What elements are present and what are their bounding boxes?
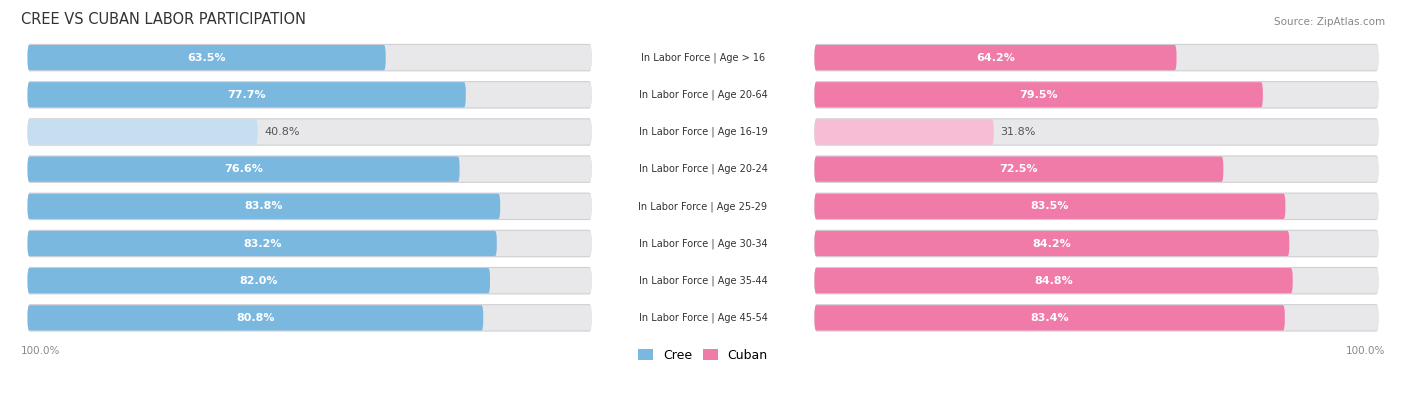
FancyBboxPatch shape [28, 267, 592, 294]
Text: In Labor Force | Age 20-64: In Labor Force | Age 20-64 [638, 90, 768, 100]
FancyBboxPatch shape [28, 156, 592, 182]
Text: In Labor Force | Age 20-24: In Labor Force | Age 20-24 [638, 164, 768, 175]
FancyBboxPatch shape [28, 118, 592, 146]
FancyBboxPatch shape [28, 268, 592, 293]
FancyBboxPatch shape [814, 230, 1378, 257]
FancyBboxPatch shape [814, 231, 1289, 256]
FancyBboxPatch shape [814, 194, 1285, 219]
FancyBboxPatch shape [28, 231, 496, 256]
FancyBboxPatch shape [814, 305, 1378, 331]
FancyBboxPatch shape [28, 82, 592, 107]
FancyBboxPatch shape [814, 82, 1263, 107]
FancyBboxPatch shape [814, 156, 1223, 182]
FancyBboxPatch shape [28, 194, 592, 219]
FancyBboxPatch shape [814, 45, 1378, 70]
FancyBboxPatch shape [814, 44, 1378, 71]
FancyBboxPatch shape [814, 193, 1378, 220]
FancyBboxPatch shape [814, 304, 1378, 332]
Text: 83.8%: 83.8% [245, 201, 283, 211]
Text: 40.8%: 40.8% [264, 127, 299, 137]
FancyBboxPatch shape [28, 305, 592, 331]
FancyBboxPatch shape [28, 156, 460, 182]
Text: 79.5%: 79.5% [1019, 90, 1057, 100]
FancyBboxPatch shape [814, 268, 1378, 293]
Text: 76.6%: 76.6% [224, 164, 263, 174]
Text: 100.0%: 100.0% [1346, 346, 1385, 356]
FancyBboxPatch shape [814, 305, 1285, 331]
Text: 83.4%: 83.4% [1031, 313, 1069, 323]
FancyBboxPatch shape [814, 194, 1378, 219]
Text: 84.8%: 84.8% [1035, 276, 1073, 286]
FancyBboxPatch shape [28, 45, 592, 70]
Text: 64.2%: 64.2% [976, 53, 1015, 63]
Text: 31.8%: 31.8% [1001, 127, 1036, 137]
Text: CREE VS CUBAN LABOR PARTICIPATION: CREE VS CUBAN LABOR PARTICIPATION [21, 12, 307, 27]
Text: 100.0%: 100.0% [21, 346, 60, 356]
FancyBboxPatch shape [814, 119, 994, 145]
FancyBboxPatch shape [814, 45, 1177, 70]
FancyBboxPatch shape [28, 82, 465, 107]
FancyBboxPatch shape [28, 193, 592, 220]
Text: In Labor Force | Age 35-44: In Labor Force | Age 35-44 [638, 275, 768, 286]
FancyBboxPatch shape [814, 267, 1378, 294]
FancyBboxPatch shape [814, 118, 1378, 146]
FancyBboxPatch shape [814, 268, 1292, 293]
Text: 82.0%: 82.0% [239, 276, 278, 286]
Text: 84.2%: 84.2% [1032, 239, 1071, 248]
FancyBboxPatch shape [28, 45, 385, 70]
FancyBboxPatch shape [28, 305, 484, 331]
FancyBboxPatch shape [814, 156, 1378, 182]
FancyBboxPatch shape [814, 119, 1378, 145]
Text: In Labor Force | Age > 16: In Labor Force | Age > 16 [641, 53, 765, 63]
Text: In Labor Force | Age 45-54: In Labor Force | Age 45-54 [638, 312, 768, 323]
Legend: Cree, Cuban: Cree, Cuban [633, 344, 773, 367]
Text: 83.5%: 83.5% [1031, 201, 1069, 211]
Text: 63.5%: 63.5% [187, 53, 226, 63]
FancyBboxPatch shape [28, 155, 592, 183]
FancyBboxPatch shape [814, 81, 1378, 109]
FancyBboxPatch shape [28, 81, 592, 109]
FancyBboxPatch shape [814, 155, 1378, 183]
FancyBboxPatch shape [814, 82, 1378, 107]
FancyBboxPatch shape [28, 119, 592, 145]
FancyBboxPatch shape [28, 194, 501, 219]
Text: In Labor Force | Age 30-34: In Labor Force | Age 30-34 [638, 238, 768, 249]
FancyBboxPatch shape [28, 44, 592, 71]
FancyBboxPatch shape [28, 268, 491, 293]
Text: Source: ZipAtlas.com: Source: ZipAtlas.com [1274, 17, 1385, 27]
Text: 77.7%: 77.7% [228, 90, 266, 100]
FancyBboxPatch shape [814, 231, 1378, 256]
Text: 83.2%: 83.2% [243, 239, 281, 248]
FancyBboxPatch shape [28, 230, 592, 257]
Text: In Labor Force | Age 25-29: In Labor Force | Age 25-29 [638, 201, 768, 212]
Text: In Labor Force | Age 16-19: In Labor Force | Age 16-19 [638, 127, 768, 137]
Text: 72.5%: 72.5% [1000, 164, 1038, 174]
FancyBboxPatch shape [28, 231, 592, 256]
FancyBboxPatch shape [28, 304, 592, 332]
Text: 80.8%: 80.8% [236, 313, 274, 323]
FancyBboxPatch shape [28, 119, 257, 145]
